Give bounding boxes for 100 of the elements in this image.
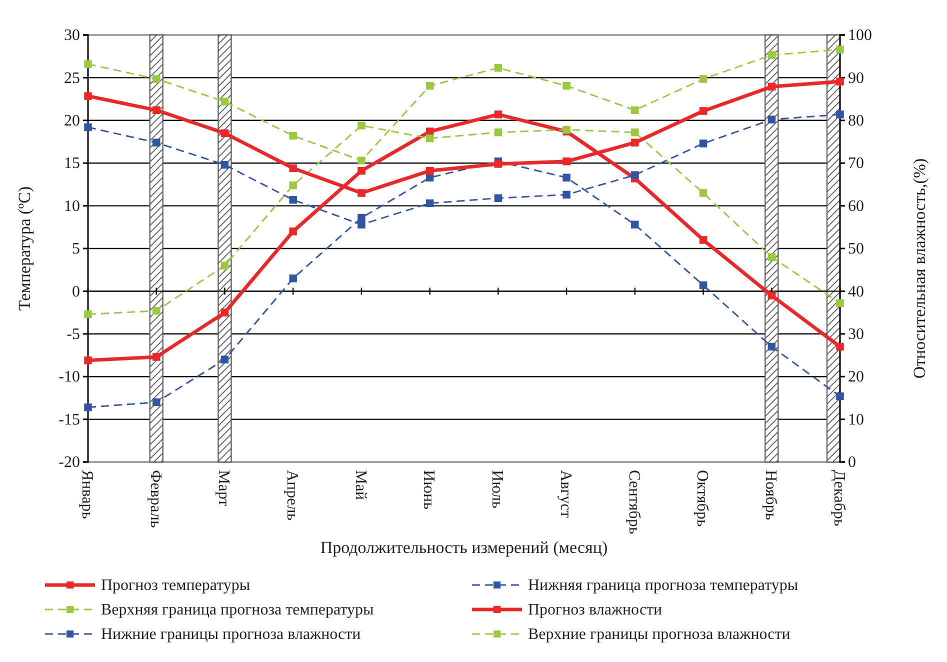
point	[289, 196, 297, 204]
point	[562, 158, 570, 166]
y-tick-label: -20	[58, 454, 80, 472]
y2-tick-label: 30	[848, 326, 864, 344]
x-tick-label: Сентябрь	[625, 470, 642, 534]
point	[836, 392, 844, 400]
point	[289, 132, 297, 140]
point	[562, 82, 570, 90]
point	[699, 281, 708, 290]
point	[358, 220, 366, 228]
point	[631, 106, 639, 114]
x-axis-title: Продолжительность измерений (месяц)	[320, 538, 608, 557]
point	[426, 199, 434, 208]
point	[358, 122, 366, 130]
y2-tick-label: 0	[848, 454, 856, 472]
point	[426, 134, 434, 142]
point	[220, 98, 229, 106]
point	[152, 353, 160, 361]
y-tick-label: 20	[64, 112, 80, 130]
y2-tick-label: 40	[848, 283, 864, 300]
point	[358, 156, 366, 164]
point	[699, 107, 708, 115]
y2-tick-label: 90	[848, 70, 864, 87]
point	[289, 274, 297, 282]
x-tick-label: Апрель	[283, 470, 300, 520]
point	[152, 398, 160, 406]
y-tick-label: -15	[58, 411, 80, 428]
point	[494, 194, 502, 202]
point	[84, 123, 92, 132]
point	[768, 342, 776, 351]
y-tick-label: 0	[72, 283, 80, 300]
x-tick-label: Февраль	[146, 470, 164, 528]
point	[699, 75, 708, 83]
x-tick-label: Январь	[78, 470, 96, 519]
y-tick-label: -5	[66, 326, 80, 344]
x-tick-label: Декабрь	[830, 470, 848, 526]
point	[836, 342, 844, 351]
y-tick-label: 5	[72, 240, 80, 258]
y2-tick-label: 80	[848, 112, 864, 130]
y2-tick-label: 60	[848, 198, 864, 215]
y-tick-label: 30	[64, 27, 80, 44]
y2-tick-label: 70	[848, 155, 864, 172]
point	[768, 253, 776, 261]
point	[220, 160, 229, 169]
point	[152, 75, 160, 83]
y2-axis-title: Относительная влажность,(%)	[910, 158, 929, 379]
x-tick-label: Март	[215, 470, 232, 506]
point	[562, 174, 570, 182]
point	[494, 160, 502, 168]
point	[494, 110, 502, 118]
y2-tick-label: 50	[848, 240, 864, 258]
point	[152, 138, 160, 146]
y2-tick-label: 10	[848, 411, 864, 428]
point	[220, 356, 229, 364]
x-tick-label: Июль	[488, 470, 506, 508]
point	[768, 116, 776, 124]
point	[426, 82, 434, 90]
point	[836, 110, 844, 118]
legend-label: Верхние границы прогноза влажности	[528, 626, 791, 643]
legend-label: Нижние границы прогноза влажности	[101, 626, 362, 643]
y-tick-label: 10	[64, 198, 80, 215]
point	[426, 166, 434, 175]
legend-label: Прогноз влажности	[528, 602, 663, 618]
point	[494, 64, 502, 72]
point	[289, 228, 297, 236]
point	[768, 292, 776, 300]
y2-tick-label: 100	[848, 27, 872, 44]
point	[220, 262, 229, 270]
legend-label: Прогноз температуры	[101, 577, 250, 594]
point	[562, 190, 570, 199]
point	[84, 92, 92, 100]
point	[699, 140, 708, 148]
y-axis-title: Температура (ºС)	[15, 186, 34, 311]
point	[631, 138, 639, 146]
point	[358, 166, 366, 175]
point	[152, 106, 160, 114]
point	[699, 189, 708, 197]
point	[289, 164, 297, 172]
point	[494, 128, 502, 136]
point	[699, 236, 708, 244]
point	[836, 299, 844, 308]
point	[631, 220, 639, 228]
point	[220, 308, 229, 316]
x-tick-label: Ноябрь	[762, 470, 780, 520]
point	[358, 189, 366, 197]
y-tick-label: 25	[64, 70, 80, 87]
point	[768, 51, 776, 59]
x-tick-label: Июнь	[420, 470, 438, 510]
point	[220, 129, 229, 138]
y-tick-label: -10	[58, 368, 80, 386]
point	[631, 128, 639, 136]
point	[84, 60, 92, 68]
point	[152, 306, 160, 315]
point	[84, 356, 92, 364]
point	[768, 82, 776, 91]
point	[836, 46, 844, 54]
x-tick-label: Октябрь	[694, 470, 711, 527]
point	[84, 403, 92, 412]
legend-label: Нижняя граница прогноза температуры	[528, 577, 798, 594]
x-tick-label: Август	[556, 470, 574, 518]
